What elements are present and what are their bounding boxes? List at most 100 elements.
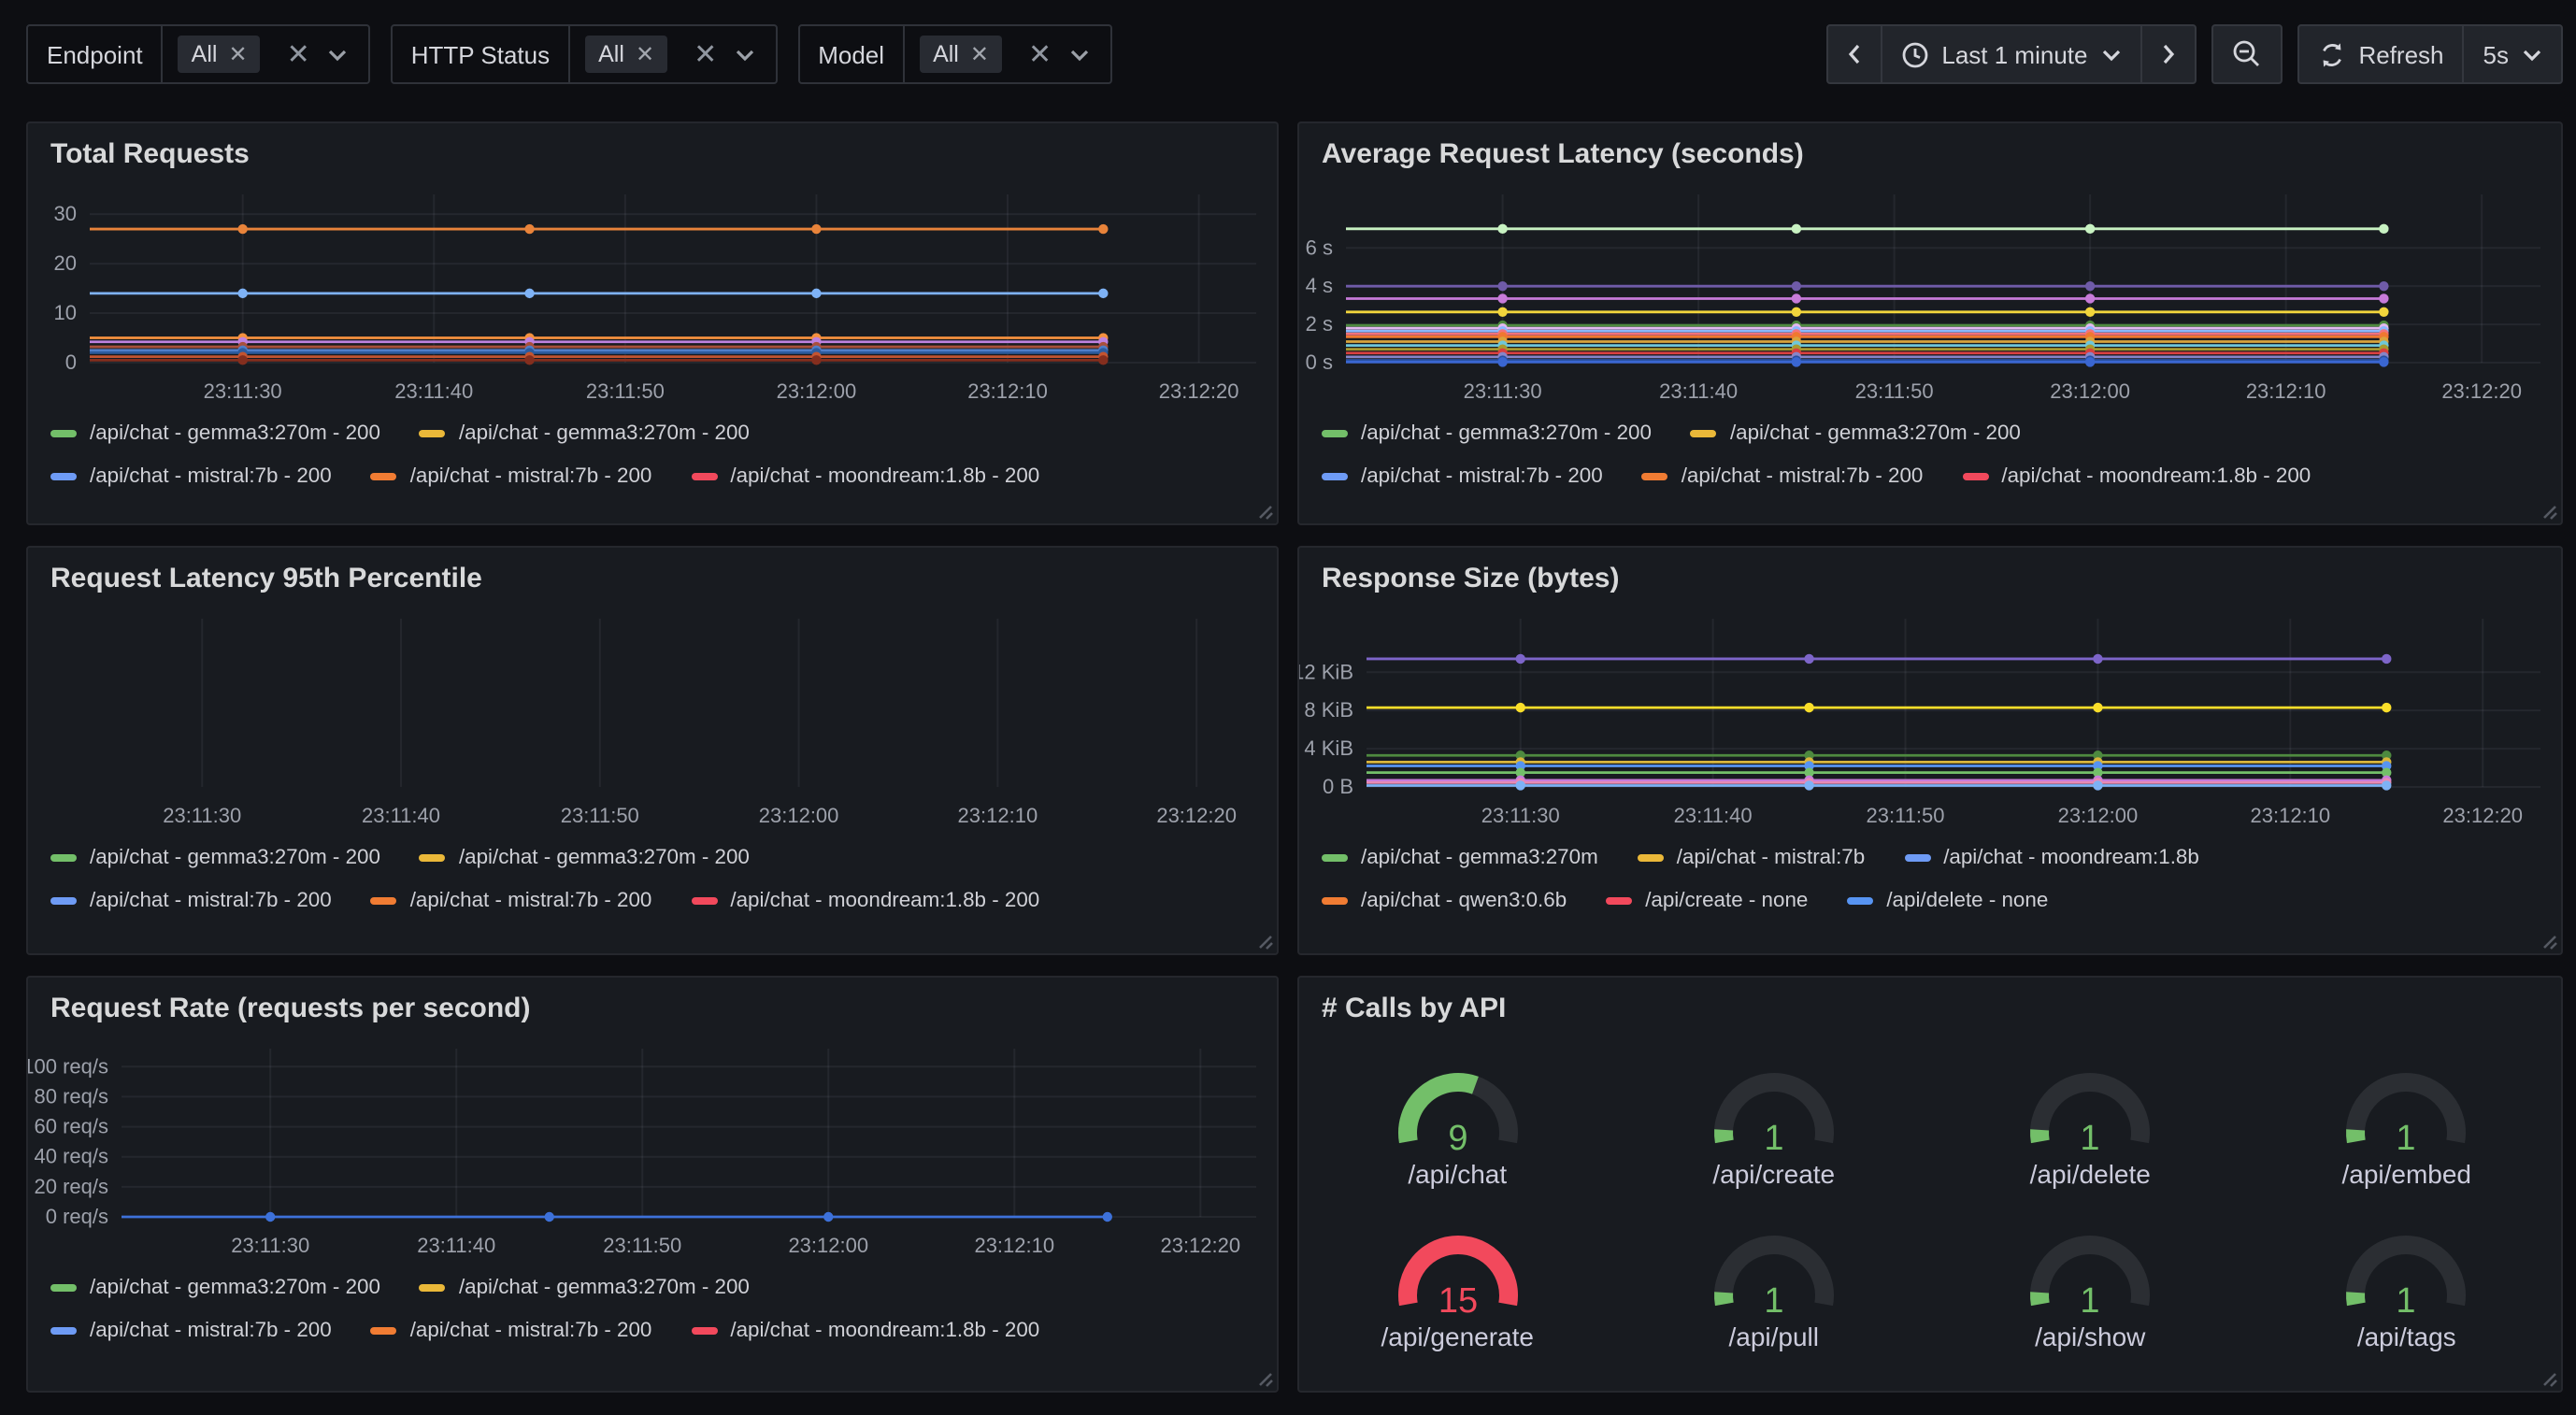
x-tick-label: 23:12:10 (958, 804, 1038, 827)
panel-body: 23:11:3023:11:4023:11:5023:12:0023:12:10… (28, 548, 1277, 953)
legend-series-marker (691, 1327, 717, 1335)
series-point (1497, 281, 1507, 291)
y-tick-label: 10 (54, 301, 77, 324)
legend-item[interactable]: /api/chat - mistral:7b - 200 (371, 465, 652, 488)
remove-value-icon[interactable]: ✕ (228, 43, 247, 65)
clock-icon (1900, 40, 1928, 68)
refresh-interval-value: 5s (2483, 40, 2509, 68)
remove-value-icon[interactable]: ✕ (636, 43, 654, 65)
zoom-out-button[interactable] (2212, 26, 2280, 82)
legend-series-label: /api/create - none (1645, 890, 1808, 912)
x-tick-label: 23:12:20 (1160, 1234, 1240, 1257)
legend-item[interactable]: /api/chat - mistral:7b - 200 (50, 1320, 332, 1342)
refresh-interval-button[interactable]: 5s (2463, 26, 2561, 82)
legend-item[interactable]: /api/chat - gemma3:270m - 200 (50, 847, 380, 869)
legend-item[interactable]: /api/chat - moondream:1.8b (1904, 847, 2199, 869)
legend-item[interactable]: /api/chat - gemma3:270m - 200 (420, 422, 750, 445)
y-tick-label: 0 req/s (46, 1205, 108, 1228)
legend-item[interactable]: /api/delete - none (1847, 890, 2048, 912)
chevron-down-icon[interactable] (322, 48, 353, 61)
x-tick-label: 23:12:10 (2246, 379, 2326, 403)
chevron-down-icon[interactable] (1063, 48, 1095, 61)
series-point (1098, 224, 1108, 234)
filter-endpoint[interactable]: Endpoint All ✕ ✕ (26, 24, 370, 84)
series-point (2379, 224, 2388, 234)
legend-item[interactable]: /api/chat - gemma3:270m - 200 (420, 1277, 750, 1299)
chevron-down-icon[interactable] (728, 48, 760, 61)
clear-filter-icon[interactable]: ✕ (682, 40, 728, 68)
gauge-value: 1 (1764, 1281, 1783, 1321)
legend-item[interactable]: /api/chat - moondream:1.8b - 200 (1962, 465, 2311, 488)
legend-series-marker (691, 897, 717, 905)
legend-series-label: /api/chat - mistral:7b - 200 (1682, 465, 1924, 488)
legend-item[interactable]: /api/chat - mistral:7b - 200 (1322, 465, 1603, 488)
legend-item[interactable]: /api/chat - mistral:7b - 200 (371, 890, 652, 912)
panel-avg_latency: Average Request Latency (seconds)0 s2 s4… (1297, 121, 2563, 525)
filter-value-chip[interactable]: All ✕ (179, 36, 261, 73)
legend-row: /api/chat - mistral:7b - 200/api/chat - … (1322, 465, 2311, 488)
x-tick-label: 23:12:00 (788, 1234, 868, 1257)
legend-item[interactable]: /api/chat - moondream:1.8b - 200 (691, 890, 1039, 912)
clear-filter-icon[interactable]: ✕ (276, 40, 322, 68)
remove-value-icon[interactable]: ✕ (970, 43, 989, 65)
filter-model[interactable]: Model All ✕ ✕ (797, 24, 1111, 84)
legend-item[interactable]: /api/chat - mistral:7b - 200 (1642, 465, 1924, 488)
series-point (2085, 307, 2095, 317)
panel-resize-handle[interactable] (2540, 1370, 2557, 1387)
divider (568, 26, 570, 82)
filter-value: All (192, 41, 218, 67)
series-point (1497, 357, 1507, 366)
time-range-button[interactable]: Last 1 minute (1880, 26, 2140, 82)
legend-item[interactable]: /api/chat - mistral:7b - 200 (50, 465, 332, 488)
legend-item[interactable]: /api/chat - qwen3:0.6b (1322, 890, 1567, 912)
legend-series-label: /api/chat - moondream:1.8b - 200 (730, 1320, 1039, 1342)
legend-item[interactable]: /api/chat - gemma3:270m (1322, 847, 1598, 869)
legend-item[interactable]: /api/chat - moondream:1.8b - 200 (691, 1320, 1039, 1342)
y-tick-label: 30 (54, 202, 77, 225)
legend-item[interactable]: /api/chat - gemma3:270m - 200 (420, 847, 750, 869)
panel-response_size: Response Size (bytes)0 B4 KiB8 KiB12 KiB… (1297, 546, 2563, 955)
time-forward-button[interactable] (2140, 26, 2194, 82)
filter-http-status[interactable]: HTTP Status All ✕ ✕ (391, 24, 777, 84)
panel-resize-handle[interactable] (1256, 503, 1273, 520)
panel-body: 0 s2 s4 s6 s23:11:3023:11:4023:11:5023:1… (1299, 123, 2561, 523)
legend-series-label: /api/chat - qwen3:0.6b (1361, 890, 1567, 912)
y-tick-label: 20 req/s (35, 1175, 109, 1198)
refresh-button[interactable]: Refresh (2298, 26, 2462, 82)
legend-item[interactable]: /api/chat - mistral:7b (1638, 847, 1865, 869)
clear-filter-icon[interactable]: ✕ (1017, 40, 1063, 68)
panel-resize-handle[interactable] (1256, 1370, 1273, 1387)
legend-item[interactable]: /api/chat - mistral:7b - 200 (371, 1320, 652, 1342)
series-point (2085, 357, 2095, 366)
panel-body: 9/api/chat1/api/create1/api/delete1/api/… (1299, 978, 2561, 1391)
filter-value-chip[interactable]: All ✕ (585, 36, 667, 73)
legend-series-marker (1904, 854, 1930, 862)
series-point (811, 224, 821, 234)
x-tick-label: 23:11:50 (1867, 804, 1945, 827)
legend-item[interactable]: /api/create - none (1606, 890, 1808, 912)
legend-series-marker (420, 430, 446, 437)
series-point (2085, 224, 2095, 234)
gauge-endpoint-label: /api/create (1617, 1159, 1931, 1189)
legend-item[interactable]: /api/chat - gemma3:270m - 200 (50, 1277, 380, 1299)
legend-item[interactable]: /api/chat - gemma3:270m - 200 (1322, 422, 1652, 445)
legend-row: /api/chat - gemma3:270m - 200/api/chat -… (50, 1277, 750, 1299)
legend-item[interactable]: /api/chat - gemma3:270m - 200 (1691, 422, 2021, 445)
x-tick-label: 23:11:30 (1481, 804, 1560, 827)
legend-series-label: /api/chat - mistral:7b - 200 (410, 890, 652, 912)
series-point (1804, 654, 1813, 664)
time-back-button[interactable] (1827, 26, 1880, 82)
legend-series-label: /api/chat - gemma3:270m - 200 (90, 1277, 380, 1299)
y-tick-label: 100 req/s (28, 1054, 108, 1078)
x-tick-label: 23:12:00 (2058, 804, 2139, 827)
legend-item[interactable]: /api/chat - moondream:1.8b - 200 (691, 465, 1039, 488)
x-tick-label: 23:11:50 (1855, 379, 1934, 403)
x-tick-label: 23:11:30 (231, 1234, 309, 1257)
panel-resize-handle[interactable] (2540, 503, 2557, 520)
y-tick-label: 8 KiB (1304, 698, 1353, 722)
panel-resize-handle[interactable] (1256, 933, 1273, 950)
panel-resize-handle[interactable] (2540, 933, 2557, 950)
filter-value-chip[interactable]: All ✕ (920, 36, 1002, 73)
legend-item[interactable]: /api/chat - mistral:7b - 200 (50, 890, 332, 912)
legend-item[interactable]: /api/chat - gemma3:270m - 200 (50, 422, 380, 445)
